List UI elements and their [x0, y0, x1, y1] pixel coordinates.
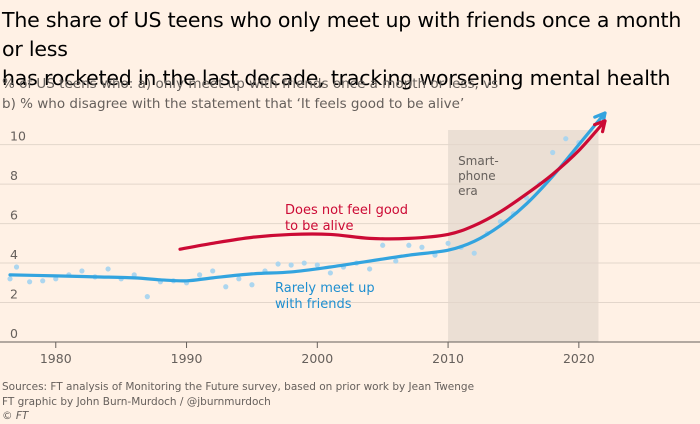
x-tick-label: 2000: [301, 351, 333, 366]
scatter-point: [406, 242, 412, 248]
scatter-point: [13, 264, 20, 270]
smartphone-era-label: Smart-: [458, 154, 499, 168]
copyright-note: © FT: [2, 410, 29, 422]
scatter-point: [445, 240, 451, 246]
y-tick-label: 4: [10, 247, 18, 262]
y-tick-label: 0: [10, 326, 18, 341]
chart-subtitle: % of US teens who: a) only meet up with …: [2, 74, 692, 114]
series-label-rarely-meet-up: with friends: [275, 297, 352, 312]
arrow-not-feel-good: [593, 119, 607, 134]
scatter-point: [144, 294, 150, 300]
series-line-not-feel-good: [178, 119, 607, 251]
scatter-point: [40, 278, 46, 284]
scatter-point: [563, 136, 569, 142]
scatter-point: [327, 270, 333, 276]
y-tick-label: 2: [10, 287, 18, 302]
x-tick-label: 2020: [563, 351, 595, 366]
scatter-point: [27, 279, 33, 285]
y-tick-label: 10: [10, 129, 26, 144]
scatter-point: [223, 284, 229, 290]
scatter-point: [236, 276, 242, 282]
title-line-1: The share of US teens who only meet up w…: [2, 8, 682, 61]
chart-footer: Sources: FT analysis of Monitoring the F…: [2, 380, 692, 424]
y-tick-label: 6: [10, 208, 18, 223]
scatter-point: [550, 149, 556, 156]
scatter-point: [131, 272, 137, 278]
x-tick-label: 1990: [171, 351, 203, 366]
scatter-point: [471, 250, 477, 256]
subtitle-line-2: b) % who disagree with the statement tha…: [2, 96, 465, 112]
series-label-not-feel-good: Does not feel good: [285, 203, 408, 218]
scatter-point: [301, 260, 307, 266]
scatter-point: [53, 276, 59, 282]
scatter-point: [105, 266, 111, 272]
smartphone-era-region: [448, 130, 599, 342]
subtitle-line-1: % of US teens who: a) only meet up with …: [2, 76, 499, 92]
chart-title: The share of US teens who only meet up w…: [2, 6, 692, 93]
scatter-point: [288, 262, 294, 268]
scatter-point: [275, 261, 281, 267]
scatter-point: [367, 266, 373, 272]
scatter-point: [380, 242, 386, 248]
smartphone-era-label: era: [458, 184, 478, 198]
series-label-rarely-meet-up: Rarely meet up: [275, 281, 375, 296]
y-tick-label: 8: [10, 168, 18, 183]
graphic-credit: FT graphic by John Burn-Murdoch / @jburn…: [2, 395, 271, 408]
scatter-point: [419, 244, 425, 250]
x-tick-label: 2010: [432, 351, 464, 366]
smartphone-era-label: phone: [458, 169, 496, 183]
scatter-point: [393, 258, 399, 264]
scatter-point: [7, 276, 13, 282]
series-label-not-feel-good: to be alive: [285, 219, 353, 234]
x-tick-label: 1980: [40, 351, 72, 366]
scatter-point: [314, 262, 320, 268]
scatter-point: [249, 282, 255, 288]
scatter-point: [210, 268, 216, 274]
scatter-point: [79, 268, 85, 274]
sources-note: Sources: FT analysis of Monitoring the F…: [2, 381, 475, 393]
series-line-rarely-meet-up: [8, 111, 607, 283]
title-line-2: has rocketed in the last decade, trackin…: [2, 66, 671, 90]
scatter-point: [197, 272, 203, 278]
